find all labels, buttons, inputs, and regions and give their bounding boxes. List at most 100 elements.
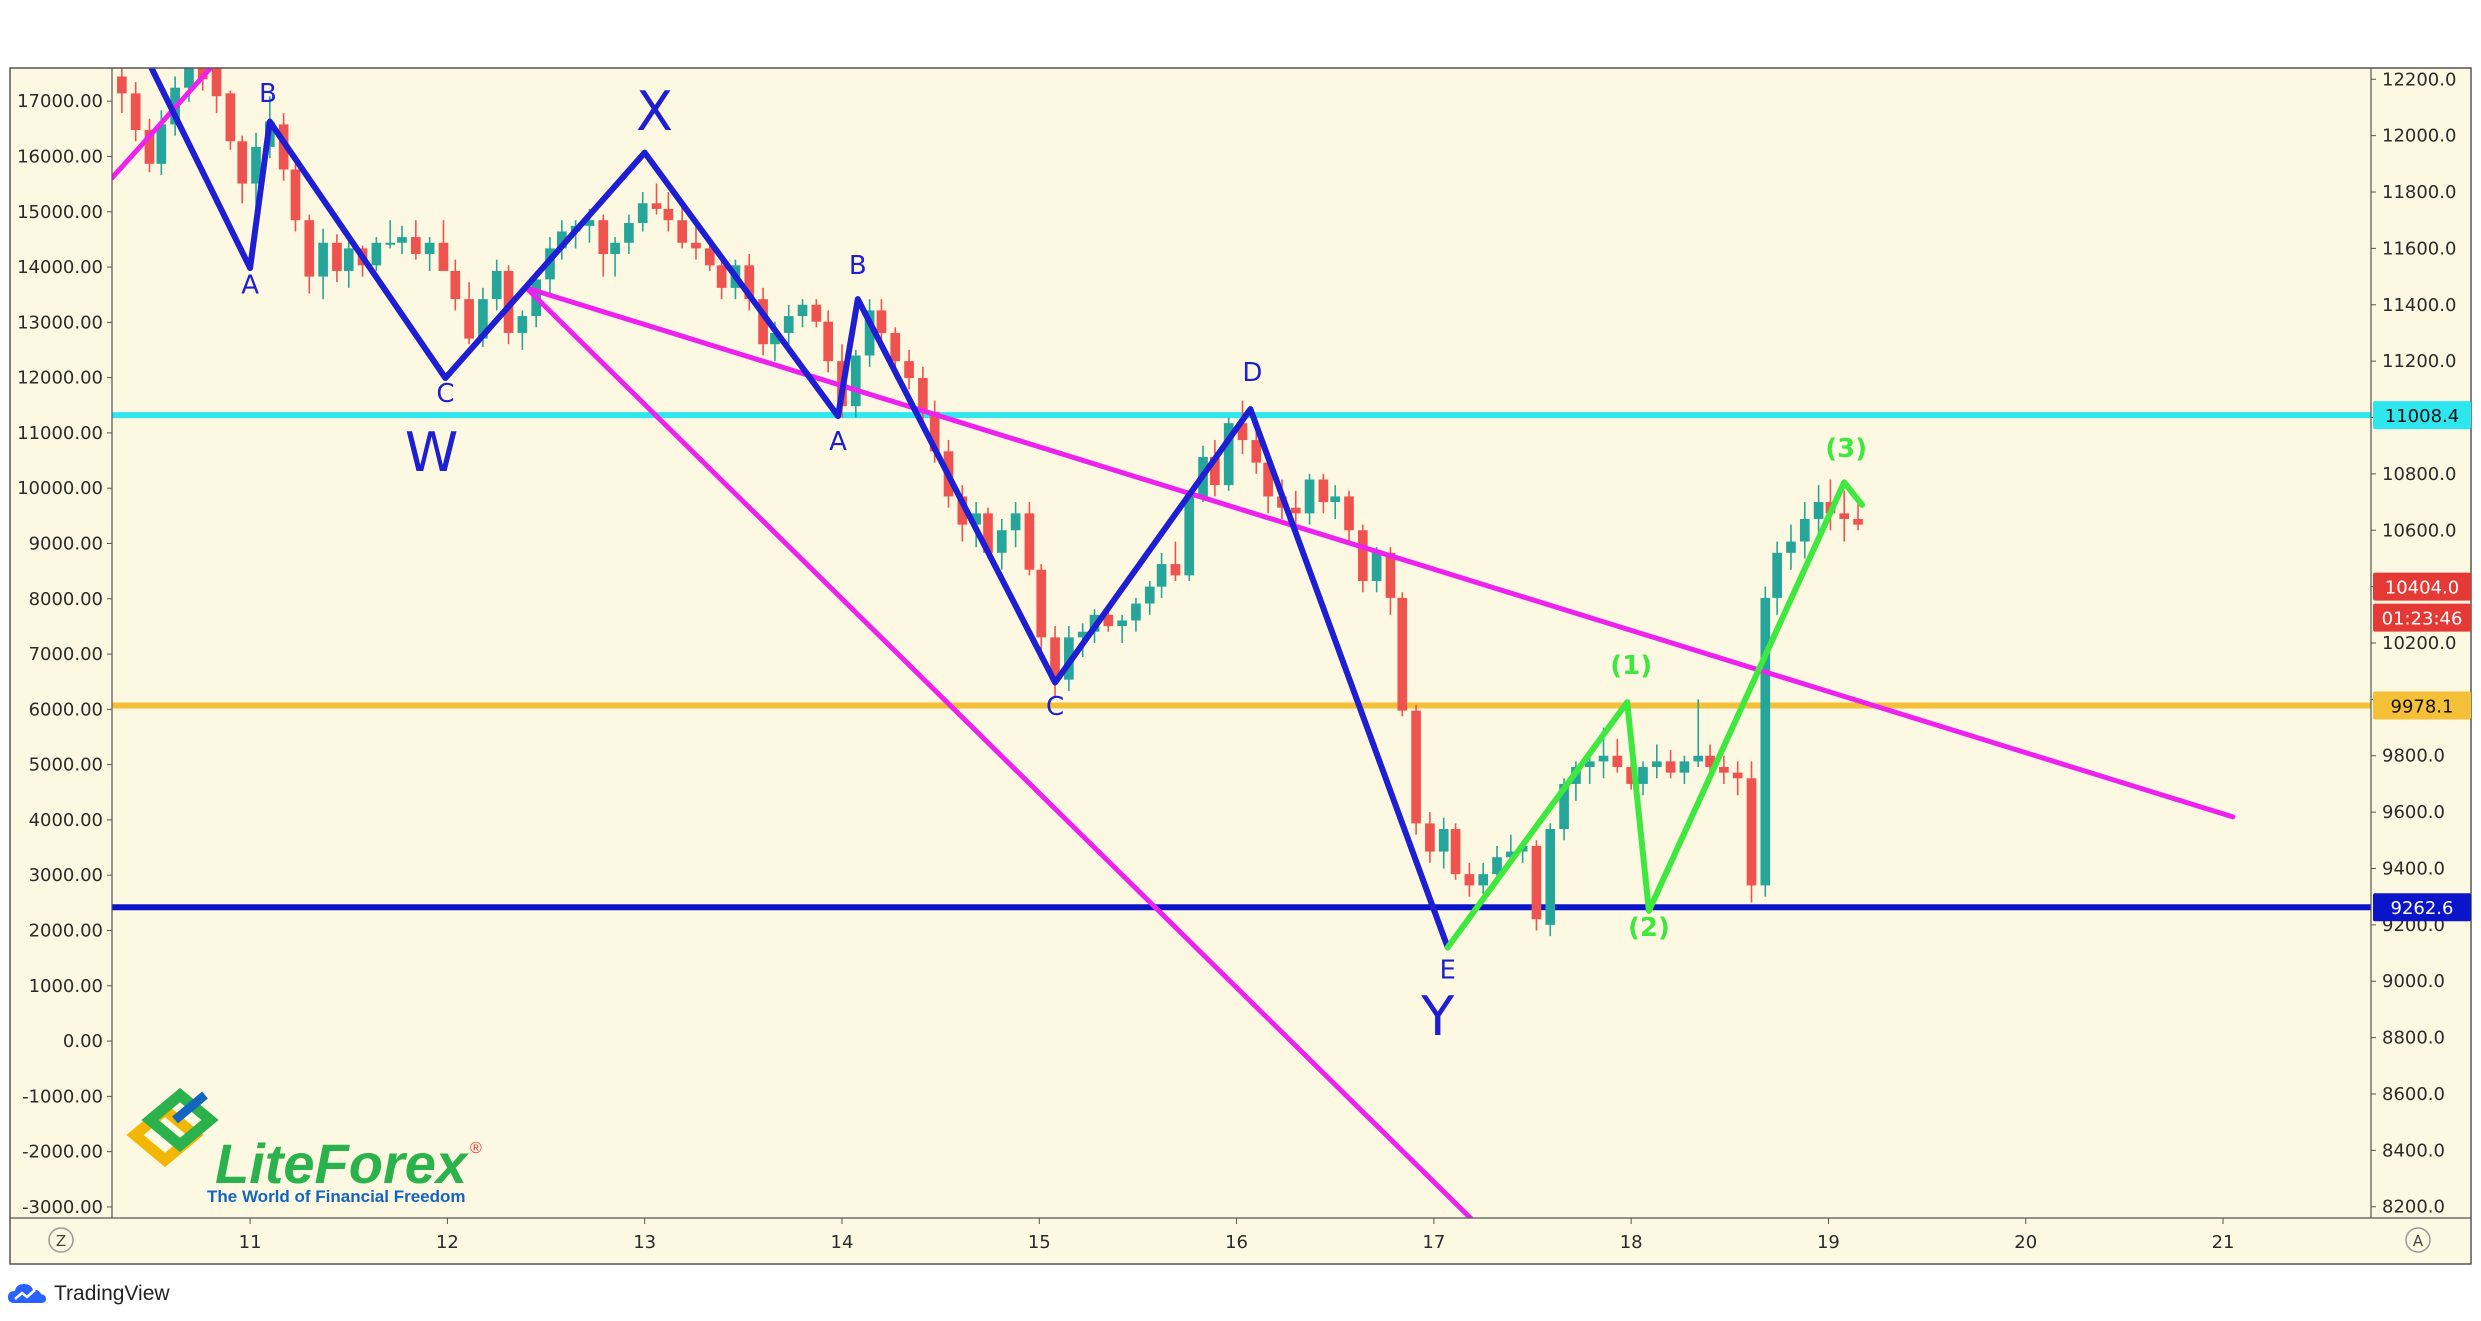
logo-name: LiteForex	[215, 1132, 470, 1195]
candle-body	[983, 513, 993, 553]
candle-body	[385, 242, 396, 245]
liteforex-logo: LiteForex ® The World of Financial Freed…	[126, 1087, 482, 1206]
right-tick-label: 10200.0	[2382, 633, 2456, 654]
candle-body	[144, 130, 155, 164]
time-tick-label: 15	[1028, 1232, 1051, 1253]
right-tick-label: 9000.0	[2382, 971, 2445, 992]
level-tag: 9262.6	[2373, 893, 2471, 922]
left-tick-label: 2000.00	[29, 921, 103, 942]
wave-label-W: W	[405, 421, 458, 484]
candle-body	[290, 169, 301, 221]
tradingview-cloud-icon	[8, 1284, 46, 1303]
candle-body	[783, 316, 794, 333]
candle-body	[850, 355, 861, 407]
right-axis-panel[interactable]	[2371, 68, 2471, 1218]
candle-body	[1170, 564, 1181, 576]
candle-body	[1397, 597, 1408, 711]
left-tick-label: 17000.00	[17, 91, 103, 112]
level-tag-box	[2373, 691, 2471, 720]
candle-body	[1251, 440, 1262, 463]
candle-body	[1693, 755, 1704, 762]
candle-body	[996, 530, 1007, 553]
candle-body	[1559, 783, 1569, 830]
candle-body	[1626, 767, 1636, 784]
candle-body	[478, 299, 488, 339]
candle-body	[397, 237, 407, 243]
footer: TradingView	[8, 1276, 170, 1312]
left-tick-label: 6000.00	[29, 699, 103, 720]
time-tick-label: 20	[2014, 1232, 2037, 1253]
left-tick-label: 11000.00	[17, 423, 103, 444]
wave-impulse	[1444, 479, 1865, 951]
candle-body	[823, 321, 834, 362]
candle-body	[211, 68, 222, 97]
candle-body	[1651, 761, 1662, 768]
candle-body	[1438, 829, 1449, 852]
wave-label-D: D	[1242, 358, 1262, 388]
level-tag: 11008.4	[2373, 401, 2471, 430]
candle-body	[744, 265, 755, 300]
candle-body	[1344, 496, 1354, 531]
left-tick-label: 16000.00	[17, 146, 103, 167]
candle-body	[1732, 772, 1743, 779]
left-tick-label: 4000.00	[29, 810, 103, 831]
wave-label-C: C	[1046, 692, 1064, 722]
candle-body	[797, 304, 808, 317]
wave-label-E: E	[1439, 955, 1455, 985]
candle-body	[1665, 761, 1676, 773]
candle-body	[770, 332, 780, 345]
candle-body	[1237, 423, 1248, 441]
time-tick-label: 19	[1817, 1232, 1840, 1253]
left-tick-label: 12000.00	[17, 368, 103, 389]
candle-body	[237, 141, 248, 184]
right-tick-label: 8400.0	[2382, 1140, 2445, 1161]
candle-body	[811, 304, 822, 322]
level-tag-box	[2373, 893, 2471, 922]
time-tick-label: 18	[1620, 1232, 1643, 1253]
plot-area[interactable]	[112, 68, 2371, 1218]
candle-body	[1131, 603, 1141, 621]
price-tag: 10404.0	[2373, 572, 2471, 601]
candle-body	[1450, 829, 1461, 875]
left-axis-panel[interactable]	[10, 68, 112, 1218]
candle-body	[1077, 631, 1088, 638]
time-axis-panel[interactable]	[10, 1218, 2471, 1264]
candle-body	[1425, 823, 1435, 852]
axis-button-right[interactable]: A	[2405, 1227, 2431, 1253]
candle-body	[624, 223, 634, 243]
candle-body	[332, 242, 342, 271]
time-tick-label: 11	[239, 1232, 262, 1253]
candle-body	[1598, 755, 1609, 762]
wave-label-A: A	[829, 427, 847, 457]
time-tick-label: 12	[436, 1232, 459, 1253]
candle-body	[491, 270, 502, 300]
candle-body	[1760, 597, 1771, 886]
candle-body	[1464, 874, 1475, 886]
candle-body	[464, 299, 474, 339]
candle-body	[1050, 637, 1060, 680]
right-tick-label: 11400.0	[2382, 295, 2456, 316]
candle-body	[598, 220, 609, 255]
candle-body	[663, 208, 674, 221]
candle-body	[1719, 767, 1729, 773]
candle-body	[957, 496, 968, 525]
level-tag-box	[2373, 401, 2471, 430]
left-tick-label: -1000.00	[22, 1086, 103, 1107]
wave-label-Y: Y	[1420, 985, 1455, 1048]
right-tick-label: 11200.0	[2382, 351, 2456, 372]
logo-trademark: ®	[470, 1140, 482, 1157]
candle-body	[1545, 829, 1556, 925]
level-tag-label: 11008.4	[2385, 406, 2459, 427]
wave-label-2: (2)	[1628, 913, 1670, 943]
candle-body	[1318, 479, 1329, 503]
candle-body	[1679, 761, 1690, 773]
left-tick-label: 5000.00	[29, 755, 103, 776]
candle-body	[1290, 507, 1301, 514]
candle-body	[1010, 513, 1021, 531]
candle-body	[876, 310, 887, 333]
axis-button-left[interactable]: Z	[48, 1227, 74, 1253]
left-tick-label: -3000.00	[22, 1197, 103, 1218]
tradingview-label[interactable]: TradingView	[54, 1282, 170, 1305]
candle-body	[1705, 755, 1715, 768]
